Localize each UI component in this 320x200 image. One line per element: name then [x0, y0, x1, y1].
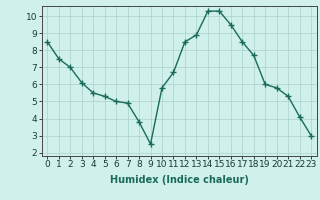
X-axis label: Humidex (Indice chaleur): Humidex (Indice chaleur) — [110, 175, 249, 185]
